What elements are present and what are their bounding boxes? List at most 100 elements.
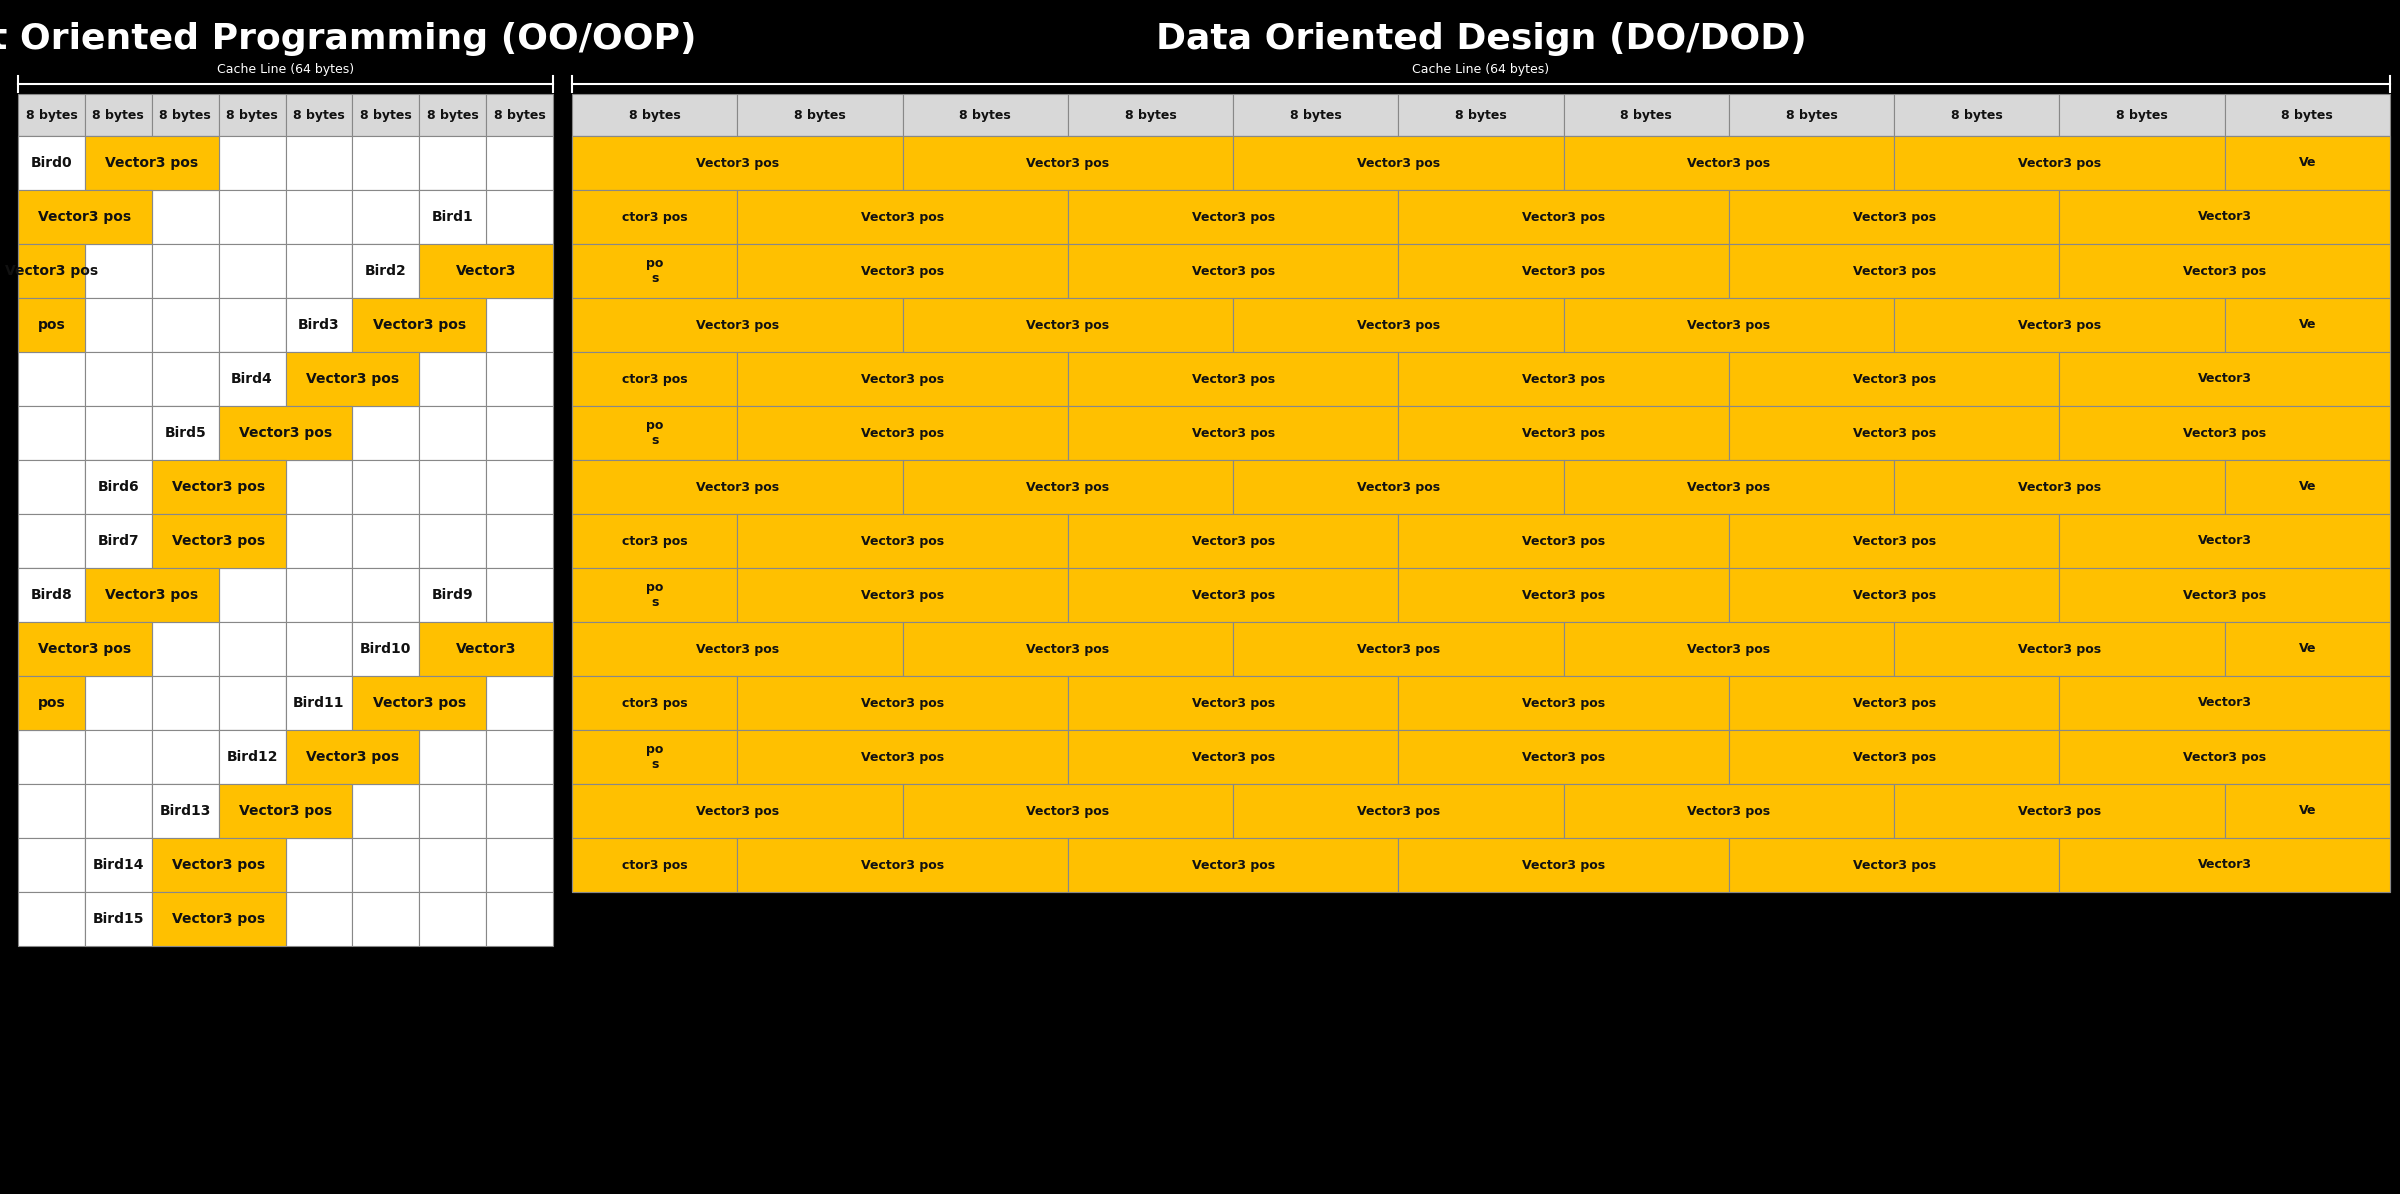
Text: Vector3 pos: Vector3 pos — [1522, 373, 1606, 386]
Bar — [2059, 838, 2225, 892]
Bar — [1234, 676, 1399, 730]
Text: Vector3 pos: Vector3 pos — [1190, 535, 1274, 548]
Text: Vector3 pos: Vector3 pos — [305, 373, 398, 386]
Bar — [2059, 352, 2225, 406]
Text: 8 bytes: 8 bytes — [26, 109, 77, 122]
Bar — [737, 513, 1068, 568]
Bar — [571, 298, 902, 352]
Bar — [286, 190, 353, 244]
Bar — [571, 244, 737, 298]
Bar — [737, 244, 902, 298]
Bar — [2059, 406, 2390, 460]
Text: Bird12: Bird12 — [226, 750, 278, 764]
Bar — [1068, 838, 1234, 892]
Bar — [2059, 406, 2225, 460]
Text: 8 bytes: 8 bytes — [960, 109, 1010, 122]
Bar — [353, 784, 420, 838]
Bar — [571, 838, 737, 892]
Bar — [84, 244, 151, 298]
Bar — [1068, 730, 1234, 784]
Bar — [1728, 298, 1894, 352]
Bar — [353, 352, 420, 406]
Text: Vector3 pos: Vector3 pos — [1687, 156, 1771, 170]
Bar — [902, 676, 1068, 730]
Bar — [1894, 513, 2059, 568]
Bar — [571, 513, 737, 568]
Bar — [1565, 676, 1728, 730]
Text: Vector3 pos: Vector3 pos — [372, 696, 466, 710]
Bar — [1565, 190, 1728, 244]
Bar — [2225, 460, 2390, 513]
Text: Cache Line (64 bytes): Cache Line (64 bytes) — [216, 63, 355, 76]
Bar — [1565, 784, 1894, 838]
Bar — [1068, 406, 1234, 460]
Text: Vector3 pos: Vector3 pos — [1853, 751, 1937, 763]
Bar — [1068, 676, 1399, 730]
Bar — [1068, 190, 1234, 244]
Bar — [1728, 622, 1894, 676]
Text: Vector3 pos: Vector3 pos — [862, 589, 943, 602]
Bar — [902, 298, 1234, 352]
Text: po
s: po s — [646, 581, 662, 609]
Bar — [902, 838, 1068, 892]
Bar — [1068, 622, 1234, 676]
Text: Vector3 pos: Vector3 pos — [2018, 480, 2100, 493]
Bar — [571, 406, 737, 460]
Bar — [151, 892, 286, 946]
Text: Vector3 pos: Vector3 pos — [696, 805, 780, 818]
Text: Vector3: Vector3 — [456, 264, 516, 278]
Bar — [487, 190, 552, 244]
Text: Vector3 pos: Vector3 pos — [2018, 642, 2100, 656]
Bar — [1565, 784, 1728, 838]
Text: Vector3: Vector3 — [2198, 535, 2251, 548]
Bar — [571, 730, 737, 784]
Bar — [571, 94, 737, 136]
Bar — [1399, 190, 1728, 244]
Bar — [1068, 244, 1234, 298]
Bar — [1565, 298, 1894, 352]
Text: Bird4: Bird4 — [230, 373, 274, 386]
Bar — [218, 136, 286, 190]
Text: Vector3 pos: Vector3 pos — [1027, 319, 1109, 332]
Bar — [487, 622, 552, 676]
Bar — [1399, 513, 1565, 568]
Bar — [1894, 136, 2059, 190]
Bar — [420, 190, 487, 244]
Bar — [19, 136, 84, 190]
Text: Bird15: Bird15 — [94, 912, 144, 927]
Bar — [1728, 676, 1894, 730]
Bar — [737, 838, 1068, 892]
Bar — [1728, 136, 1894, 190]
Bar — [420, 406, 487, 460]
Text: Vector3 pos: Vector3 pos — [1190, 210, 1274, 223]
Bar — [353, 676, 487, 730]
Bar — [1068, 94, 1234, 136]
Bar — [151, 298, 218, 352]
Bar — [286, 94, 353, 136]
Bar — [1894, 568, 2059, 622]
Text: Vector3 pos: Vector3 pos — [173, 858, 264, 872]
Bar — [1894, 622, 2225, 676]
Text: Vector3 pos: Vector3 pos — [862, 751, 943, 763]
Bar — [487, 298, 552, 352]
Bar — [571, 352, 737, 406]
Bar — [218, 190, 286, 244]
Bar — [1068, 244, 1399, 298]
Bar — [902, 298, 1068, 352]
Bar — [1399, 298, 1565, 352]
Bar — [1728, 513, 2059, 568]
Bar — [1894, 298, 2059, 352]
Bar — [2059, 676, 2390, 730]
Bar — [19, 622, 151, 676]
Bar — [84, 568, 218, 622]
Bar — [571, 406, 737, 460]
Bar — [1728, 838, 2059, 892]
Text: Bird9: Bird9 — [432, 587, 473, 602]
Bar — [737, 298, 902, 352]
Text: Vector3 pos: Vector3 pos — [696, 156, 780, 170]
Text: 8 bytes: 8 bytes — [1620, 109, 1673, 122]
Bar — [218, 406, 286, 460]
Bar — [84, 730, 151, 784]
Text: Vector3 pos: Vector3 pos — [1522, 696, 1606, 709]
Text: Bird10: Bird10 — [360, 642, 410, 656]
